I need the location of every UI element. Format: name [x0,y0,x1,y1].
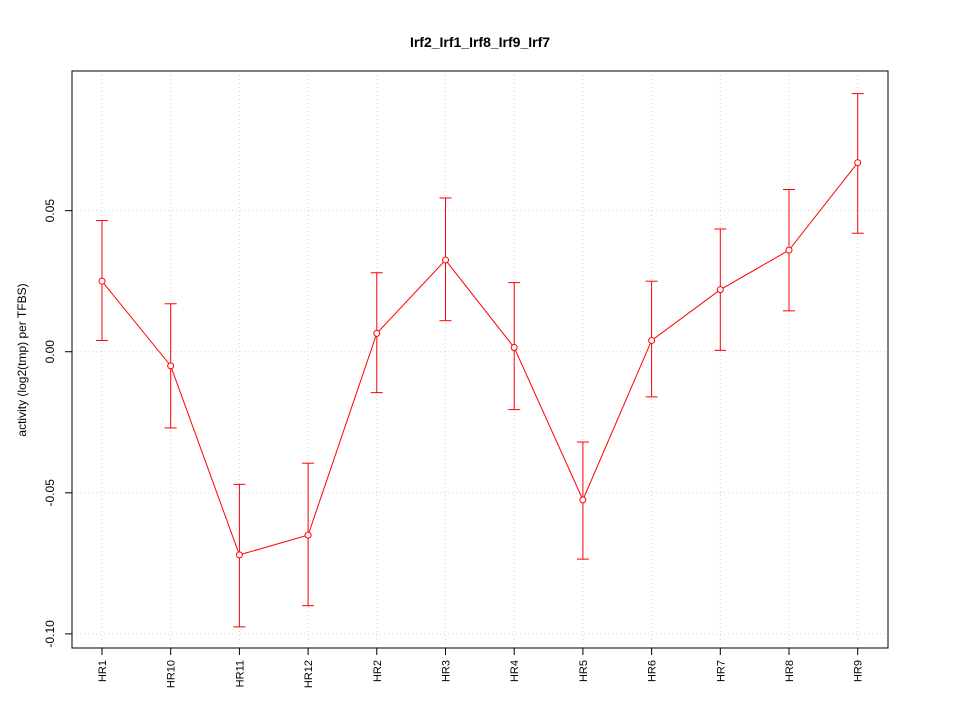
data-point [235,551,243,559]
data-point [785,246,793,254]
data-point [98,277,106,285]
y-tick-label: 0.00 [43,340,57,364]
x-tick-label: HR4 [509,660,521,682]
plot-frame [71,70,889,649]
x-tick-label: HR10 [166,660,178,688]
data-point [579,496,587,504]
series-line [101,162,859,556]
x-tick-label: HR3 [441,660,453,682]
series [96,93,864,628]
data-point [648,336,656,344]
x-tick-label: HR8 [784,660,796,682]
data-point [510,344,518,352]
data-point [304,531,312,539]
y-tick-label: -0.05 [43,479,57,507]
data-point [442,256,449,264]
x-tick-label: HR12 [303,660,315,688]
data-point [167,362,175,370]
x-tick-label: HR1 [97,660,109,682]
y-tick-label: -0.10 [43,620,57,648]
y-axis-label: activity (log2(tmp) per TFBS) [15,283,29,436]
x-tick-label: HR2 [372,660,384,682]
x-tick-label: HR6 [647,660,659,682]
x-tick-label: HR11 [234,660,246,687]
axes: -0.10 -0.05 0.00 0.05 HR1 HR10 HR11 HR12 HR2 HR3 H… [43,199,865,688]
x-tick-label: HR9 [853,660,865,682]
data-point [854,159,862,167]
y-tick-label: 0.05 [43,199,57,223]
data-point [716,286,724,294]
data-point [373,329,381,337]
chart-title: Irf2_Irf1_Irf8_Irf9_Irf7 [410,34,550,50]
x-tick-label: HR7 [715,660,727,682]
grid [72,71,888,648]
x-tick-label: HR5 [578,660,590,682]
